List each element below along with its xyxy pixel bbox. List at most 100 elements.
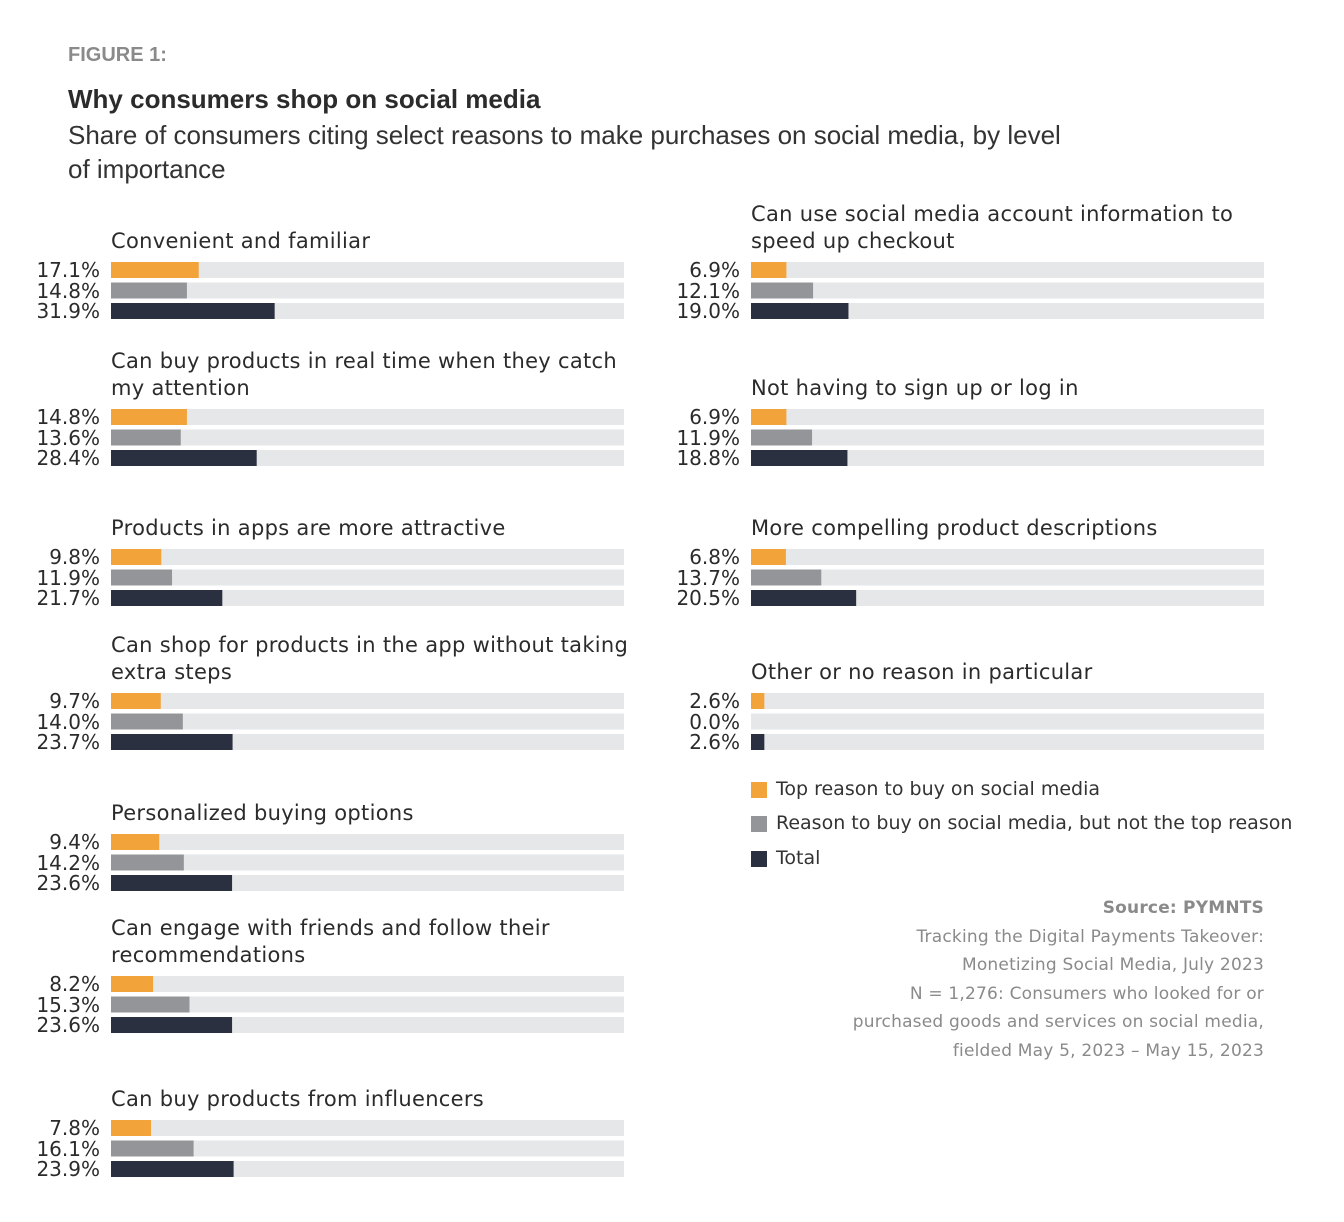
bar: [111, 1120, 152, 1136]
bar: [111, 734, 233, 750]
category-label: Can use social media account information…: [751, 202, 1234, 253]
source-line: Tracking the Digital Payments Takeover:: [916, 927, 1264, 947]
value-label: 9.8%: [49, 545, 100, 569]
bar-track: [111, 834, 624, 850]
bar: [111, 282, 187, 299]
bar-track: [111, 569, 624, 586]
value-label: 6.9%: [689, 405, 740, 429]
value-label: 14.8%: [36, 405, 100, 429]
bar-track: [111, 1140, 624, 1157]
bar-track: [111, 1161, 624, 1177]
legend-label: Reason to buy on social media, but not t…: [776, 812, 1293, 834]
bar: [751, 590, 857, 606]
value-label: 14.0%: [36, 709, 100, 734]
source-line: N = 1,276: Consumers who looked for or: [909, 983, 1264, 1004]
bar: [751, 282, 814, 299]
category-label: Can buy products from influencers: [111, 1087, 485, 1111]
bar-track: [111, 734, 624, 750]
value-label: 14.2%: [36, 850, 100, 875]
value-label: 7.8%: [49, 1116, 100, 1140]
value-label: 21.7%: [36, 586, 100, 610]
legend-swatch: [751, 851, 767, 867]
bar: [111, 976, 154, 992]
category-label: Can engage with friends and follow their…: [111, 916, 550, 967]
bar-track: [111, 996, 624, 1013]
bar-track: [111, 693, 624, 709]
category-label: Can buy products in real time when they …: [111, 349, 618, 400]
chart-subtitle: Share of consumers citing select reasons…: [68, 120, 1061, 184]
bar: [111, 693, 161, 709]
value-label: 0.0%: [689, 709, 740, 734]
source-line: purchased goods and services on social m…: [852, 1012, 1264, 1033]
bar: [111, 1140, 194, 1157]
bar-track: [751, 282, 1264, 299]
value-label: 2.6%: [689, 689, 740, 713]
value-label: 12.1%: [676, 278, 740, 303]
figure-label: FIGURE 1:: [68, 44, 167, 66]
value-label: 20.5%: [676, 586, 740, 610]
bar-track: [111, 549, 624, 565]
bar: [111, 409, 187, 425]
value-label: 11.9%: [36, 565, 100, 590]
bar-track: [111, 409, 624, 425]
bar: [111, 569, 173, 586]
bar: [751, 549, 786, 565]
category-label: Personalized buying options: [111, 801, 414, 825]
bar: [751, 569, 822, 586]
bar-track: [751, 409, 1264, 425]
bar-track: [111, 590, 624, 606]
bar: [111, 429, 181, 446]
value-label: 28.4%: [36, 446, 100, 470]
bar: [111, 834, 160, 850]
value-label: 2.6%: [689, 730, 740, 754]
legend-label: Total: [776, 847, 821, 869]
value-label: 15.3%: [36, 992, 100, 1017]
bar-track: [751, 429, 1264, 446]
category-label: Other or no reason in particular: [751, 660, 1093, 684]
bar-track: [751, 303, 1264, 319]
value-label: 6.8%: [689, 545, 740, 569]
bar: [751, 429, 813, 446]
bar-track: [111, 262, 624, 278]
value-label: 14.8%: [36, 278, 100, 303]
bar-track: [111, 976, 624, 992]
bar: [751, 450, 848, 466]
bar-track: [111, 1017, 624, 1033]
bar-track: [751, 713, 1264, 730]
value-label: 8.2%: [49, 972, 100, 996]
bar: [111, 1017, 233, 1033]
bar-track: [751, 450, 1264, 466]
bar: [111, 996, 190, 1013]
value-label: 23.6%: [36, 871, 100, 895]
value-label: 31.9%: [36, 299, 100, 323]
bar-track: [111, 875, 624, 891]
bar: [111, 549, 162, 565]
bar: [111, 875, 233, 891]
source-line: fielded May 5, 2023 – May 15, 2023: [952, 1040, 1264, 1061]
bar: [751, 262, 787, 278]
bar: [751, 693, 765, 709]
bar: [751, 409, 787, 425]
value-label: 16.1%: [36, 1136, 100, 1161]
legend-swatch: [751, 816, 767, 832]
bar-track: [751, 262, 1264, 278]
value-label: 6.9%: [689, 258, 740, 282]
bar: [111, 1161, 234, 1177]
bar-track: [111, 713, 624, 730]
category-label: Products in apps are more attractive: [111, 516, 506, 540]
bar-track: [111, 854, 624, 871]
bar-track: [751, 590, 1264, 606]
bar-track: [111, 282, 624, 299]
bar-track: [111, 429, 624, 446]
value-label: 11.9%: [676, 425, 740, 450]
bar: [111, 262, 199, 278]
value-label: 19.0%: [676, 299, 740, 323]
bar-track: [111, 1120, 624, 1136]
category-label: Not having to sign up or log in: [751, 376, 1079, 400]
chart-title: Why consumers shop on social media: [68, 84, 541, 114]
bar-track: [751, 549, 1264, 565]
value-label: 9.4%: [49, 830, 100, 854]
bar: [111, 303, 275, 319]
category-label: Convenient and familiar: [111, 229, 371, 253]
